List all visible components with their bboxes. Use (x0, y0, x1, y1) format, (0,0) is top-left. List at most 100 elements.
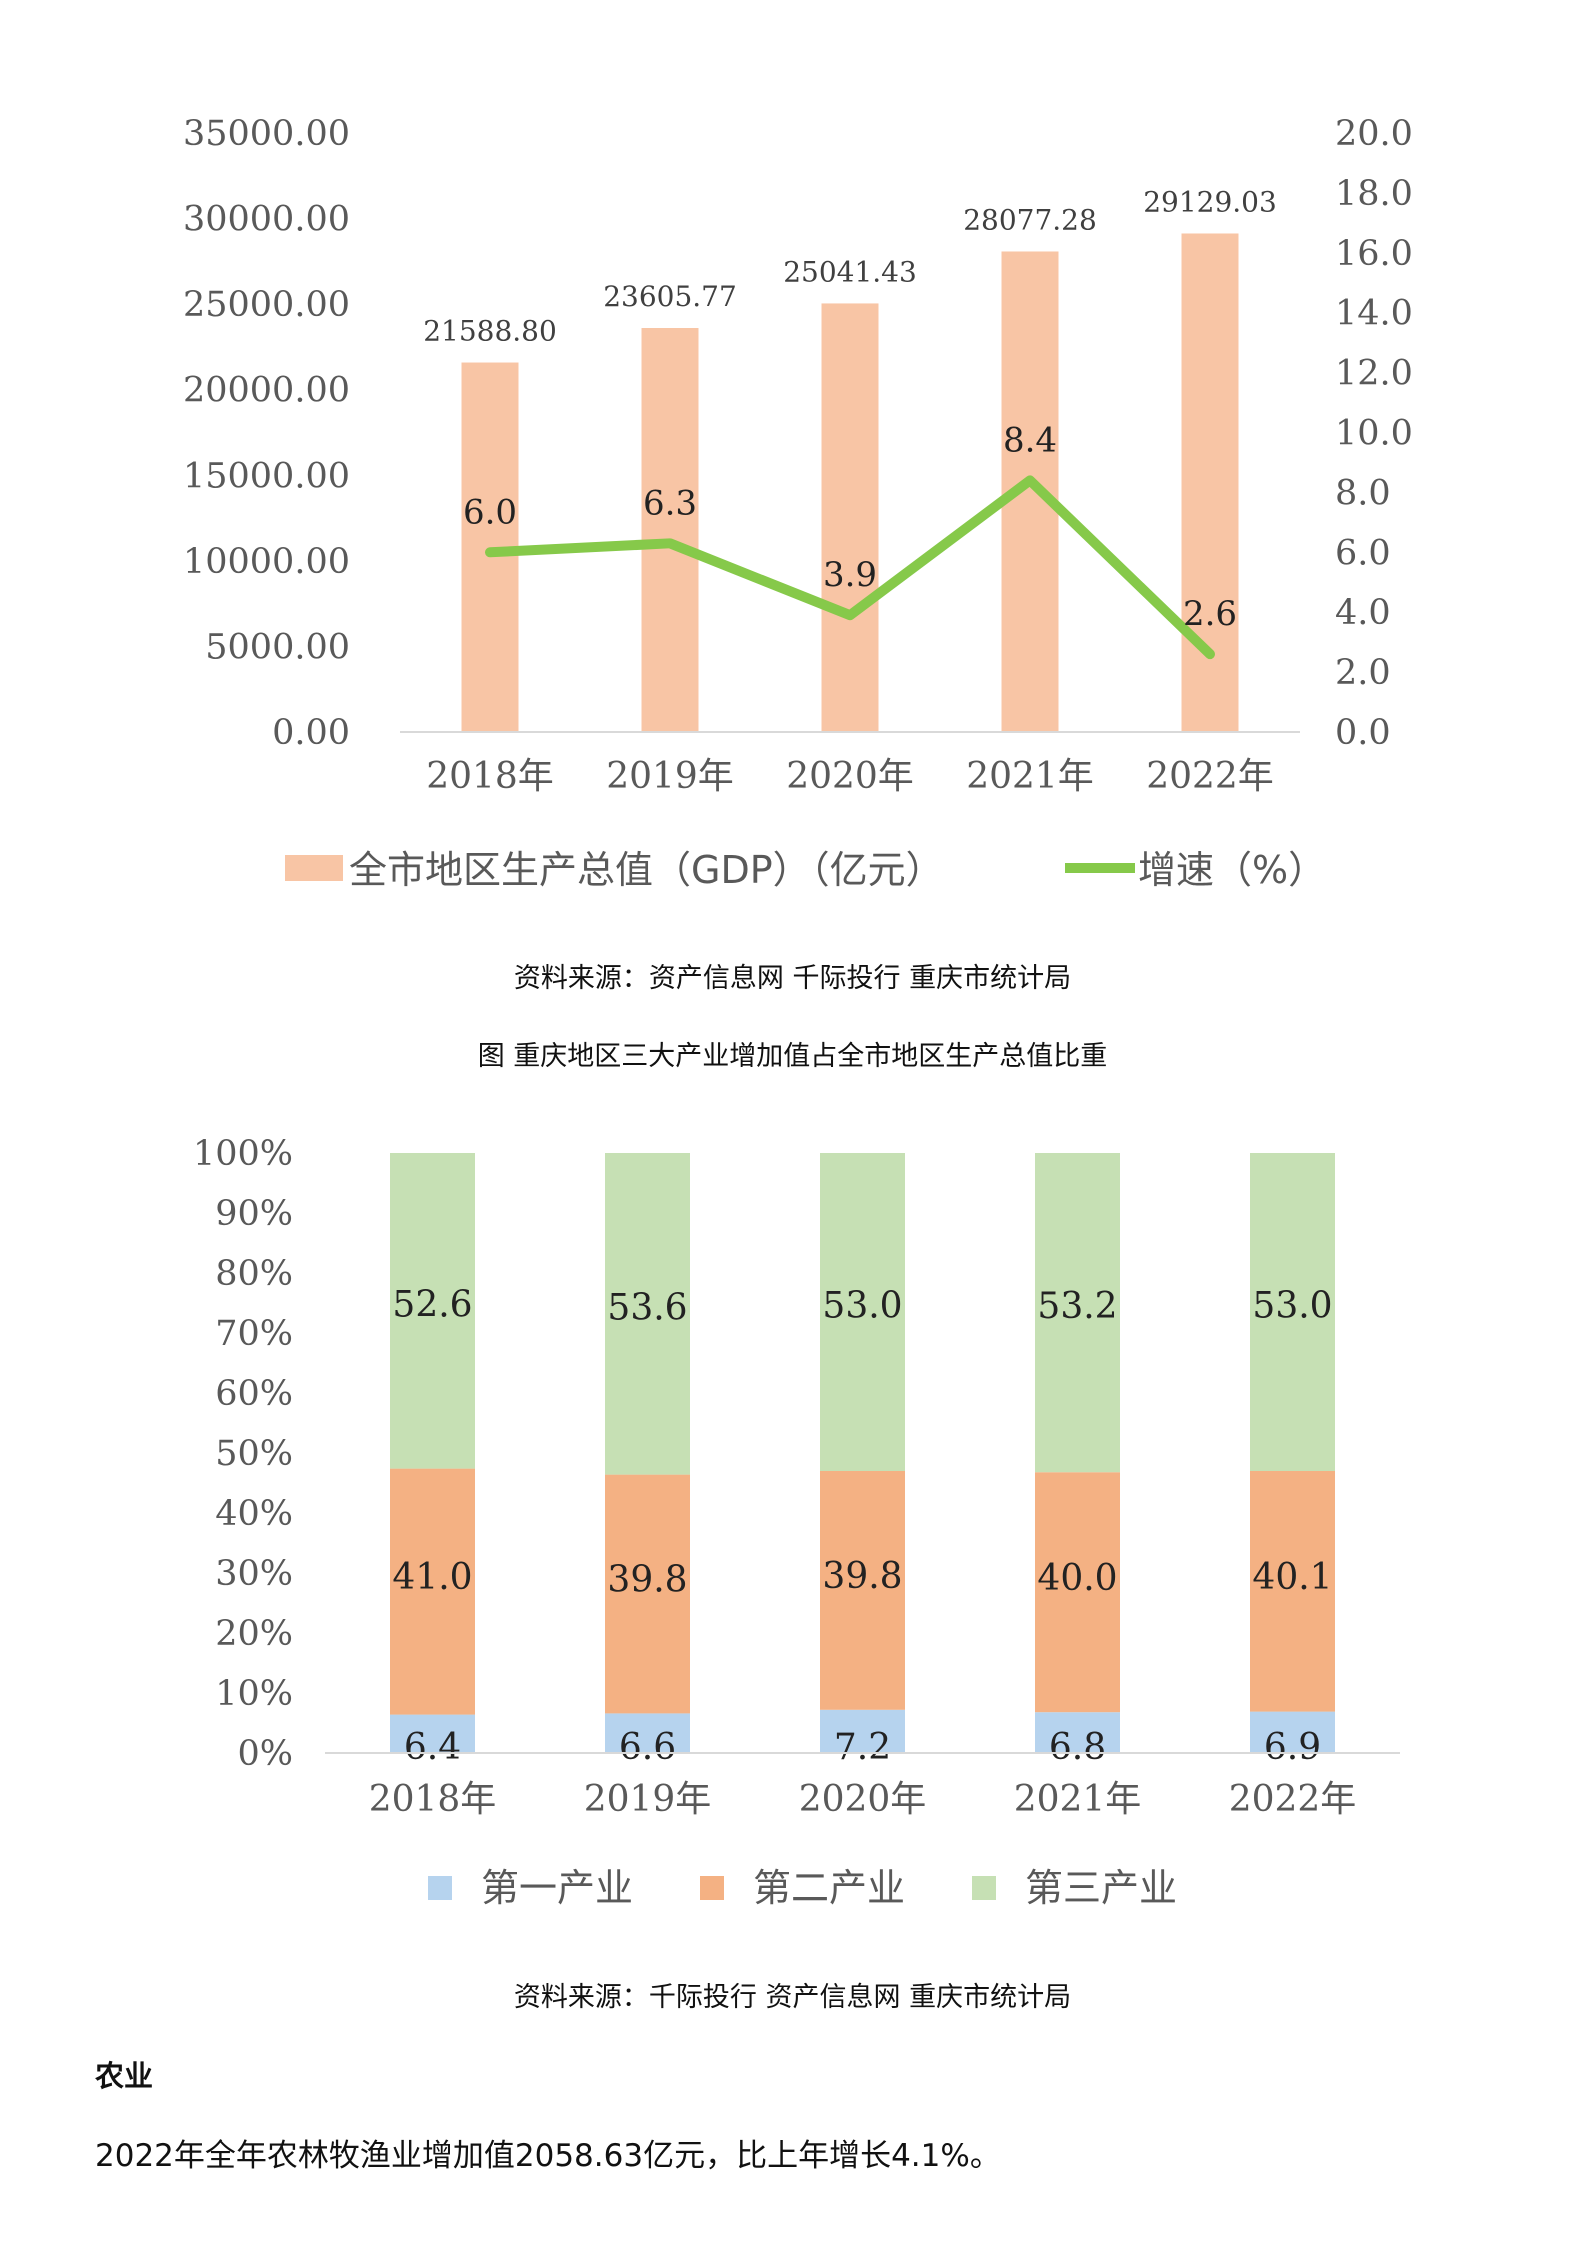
chart2-legend-swatch-3 (972, 1876, 996, 1900)
chart2-legend-label-3: 第三产业 (1025, 1866, 1177, 1910)
chart1-gdp-value-label: 23605.77 (603, 280, 737, 313)
chart2-x-tick-label: 2019年 (584, 1779, 712, 1820)
chart2-y-tick-label: 50% (215, 1434, 293, 1474)
chart1-left-tick-label: 15000.00 (183, 456, 350, 496)
chart1-growth-value-label: 3.9 (823, 555, 877, 595)
section-paragraph: 2022年全年农林牧渔业增加值2058.63亿元，比上年增长4.1%。 (95, 2138, 1001, 2174)
chart1-legend-growth-label: 增速（%） (1138, 848, 1326, 892)
chart1-right-tick-label: 6.0 (1335, 533, 1391, 573)
industry-share-chart: 6.4 41.0 52.6 6.6 39.8 53.6 7.2 39.8 53.0 6.8 40.0… (193, 1134, 1400, 1910)
chart2-segment-1 (1250, 1711, 1335, 1753)
chart2-segment-2 (605, 1474, 690, 1714)
chart1-left-tick-label: 30000.00 (183, 200, 350, 240)
chart2-segment-1 (605, 1713, 690, 1753)
chart2-legend-label-1: 第一产业 (481, 1866, 633, 1910)
chart2-segment-3 (1250, 1153, 1335, 1471)
chart1-x-tick-label: 2021年 (966, 756, 1094, 797)
chart2-segment-2 (1035, 1472, 1120, 1713)
chart1-right-tick-label: 20.0 (1335, 114, 1413, 154)
chart1-right-tick-label: 18.0 (1335, 174, 1413, 214)
chart1-growth-value-label: 8.4 (1003, 420, 1057, 460)
chart2-y-tick-label: 90% (215, 1194, 293, 1234)
chart1-gdp-value-label: 25041.43 (783, 255, 917, 288)
chart2-x-tick-label: 2022年 (1229, 1779, 1357, 1820)
chart2-y-tick-label: 70% (215, 1314, 293, 1354)
chart1-labels: 21588.80 23605.77 25041.43 28077.28 29129.03… (423, 185, 1277, 634)
chart1-legend: 全市地区生产总值（GDP）（亿元） 增速（%） (285, 848, 1326, 892)
chart2-segment-3 (605, 1153, 690, 1475)
chart2-x-tick-label: 2020年 (799, 1779, 927, 1820)
chart2-segment-2 (390, 1468, 475, 1715)
chart2-segment-3 (820, 1153, 905, 1471)
chart1-right-tick-label: 10.0 (1335, 414, 1413, 454)
chart2-value-label: 39.8 (607, 1560, 687, 1601)
chart1-axes: 0.00 5000.00 10000.00 15000.00 20000.00 25000… (183, 114, 1413, 797)
chart1-gdp-value-label: 21588.80 (423, 315, 557, 348)
chart2-value-label: 7.2 (834, 1727, 891, 1768)
chart1-right-tick-label: 4.0 (1335, 593, 1391, 633)
chart1-growth-value-label: 6.0 (463, 492, 517, 532)
chart1-growth-value-label: 2.6 (1183, 594, 1237, 634)
chart2-segment-1 (820, 1709, 905, 1753)
chart1-right-tick-label: 12.0 (1335, 354, 1413, 394)
chart2-segment-3 (390, 1153, 475, 1469)
chart2-segment-3 (1035, 1153, 1120, 1473)
chart2-segment-1 (390, 1714, 475, 1753)
chart2-value-label: 39.8 (822, 1556, 902, 1597)
chart1-x-tick-label: 2018年 (426, 756, 554, 797)
chart1-x-tick-label: 2020年 (786, 756, 914, 797)
chart2-value-label: 40.0 (1037, 1558, 1117, 1599)
chart2-value-label: 6.9 (1264, 1727, 1321, 1768)
chart2-x-tick-label: 2021年 (1014, 1779, 1142, 1820)
chart2-value-label: 53.2 (1037, 1286, 1117, 1327)
chart2-y-tick-label: 80% (215, 1254, 293, 1294)
chart2-y-tick-label: 30% (215, 1554, 293, 1594)
chart2-legend: 第一产业 第二产业 第三产业 (428, 1866, 1177, 1910)
chart2-value-label: 41.0 (392, 1557, 472, 1598)
chart1-growth-polyline (485, 475, 1215, 660)
chart1-right-tick-label: 8.0 (1335, 473, 1391, 513)
chart1-right-tick-label: 0.0 (1335, 713, 1391, 753)
chart1-gdp-value-label: 29129.03 (1143, 185, 1277, 218)
chart2-bars (390, 1153, 1335, 1753)
chart1-bars (461, 233, 1239, 732)
chart1-left-tick-label: 10000.00 (183, 542, 350, 582)
chart1-right-tick-label: 16.0 (1335, 234, 1413, 274)
source-caption-2: 资料来源：千际投行 资产信息网 重庆市统计局 (513, 1982, 1072, 2013)
chart2-labels: 6.4 41.0 52.6 6.6 39.8 53.6 7.2 39.8 53.0 6.8 40.0… (392, 1284, 1332, 1768)
chart2-legend-swatch-2 (700, 1876, 724, 1900)
chart2-legend-swatch-1 (428, 1876, 452, 1900)
section-heading: 农业 (95, 2059, 154, 2093)
chart2-value-label: 53.6 (607, 1287, 687, 1328)
chart2-segment-1 (1035, 1712, 1120, 1753)
chart1-right-tick-label: 2.0 (1335, 653, 1391, 693)
chart1-growth-line (485, 475, 1215, 660)
chart1-left-tick-label: 5000.00 (205, 627, 350, 667)
chart2-x-tick-label: 2018年 (369, 1779, 497, 1820)
chart1-x-tick-label: 2019年 (606, 756, 734, 797)
chart2-axes: 0% 10% 20% 30% 40% 50% 60% 70% 80% 90% 100% 2018年 20… (193, 1134, 1400, 1820)
chart1-gdp-value-label: 28077.28 (963, 203, 1097, 236)
chart1-gdp-bar (641, 328, 699, 732)
chart1-right-tick-label: 14.0 (1335, 294, 1413, 334)
chart2-value-label: 52.6 (392, 1284, 472, 1325)
chart1-left-tick-label: 25000.00 (183, 285, 350, 325)
chart2-y-tick-label: 0% (237, 1734, 293, 1774)
chart1-left-tick-label: 35000.00 (183, 114, 350, 154)
gdp-growth-chart: 21588.80 23605.77 25041.43 28077.28 29129.03… (183, 114, 1413, 892)
chart2-legend-label-2: 第二产业 (753, 1866, 905, 1910)
chart1-x-tick-label: 2022年 (1146, 756, 1274, 797)
chart2-value-label: 6.6 (619, 1727, 676, 1768)
chart2-value-label: 53.0 (822, 1286, 902, 1327)
chart2-y-tick-label: 20% (215, 1614, 293, 1654)
chart1-legend-gdp-swatch (285, 855, 343, 881)
chart2-value-label: 40.1 (1252, 1557, 1332, 1598)
chart2-y-tick-label: 60% (215, 1374, 293, 1414)
chart1-growth-value-label: 6.3 (643, 483, 697, 523)
chart2-segment-2 (820, 1471, 905, 1710)
chart1-legend-gdp-label: 全市地区生产总值（GDP）（亿元） (349, 848, 944, 892)
chart2-value-label: 6.8 (1049, 1727, 1106, 1768)
chart2-value-label: 6.4 (404, 1727, 461, 1768)
chart1-gdp-bar (821, 303, 879, 732)
chart2-value-label: 53.0 (1252, 1286, 1332, 1327)
